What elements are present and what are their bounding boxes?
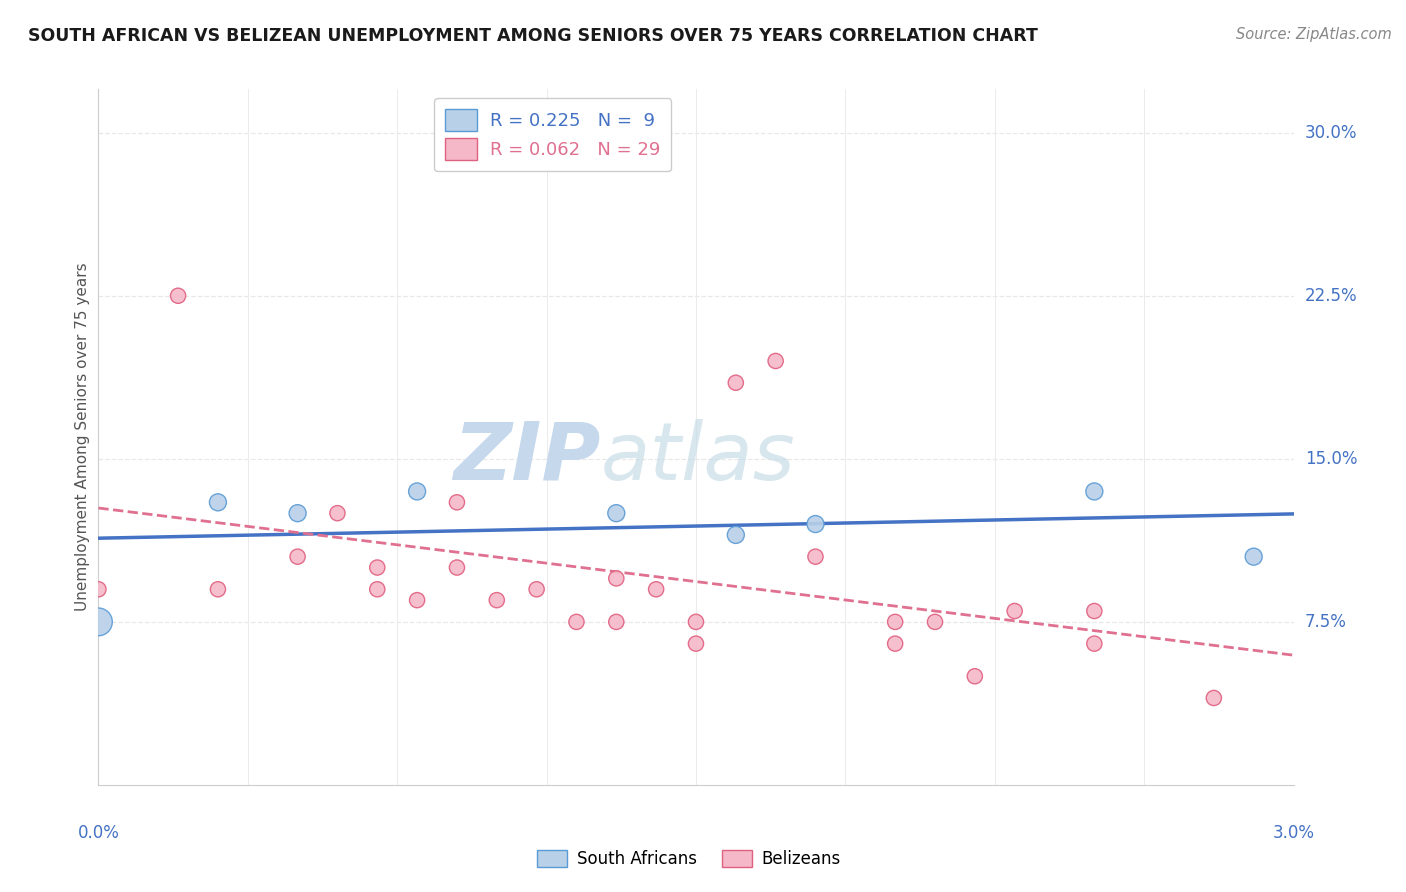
Point: [605, 615, 627, 629]
Point: [1243, 549, 1265, 564]
Point: [87, 615, 110, 629]
Point: [685, 615, 707, 629]
Legend: R = 0.225   N =  9, R = 0.062   N = 29: R = 0.225 N = 9, R = 0.062 N = 29: [434, 98, 671, 171]
Point: [765, 354, 787, 368]
Point: [605, 571, 627, 585]
Text: ZIP: ZIP: [453, 419, 600, 497]
Point: [804, 549, 827, 564]
Legend: South Africans, Belizeans: South Africans, Belizeans: [530, 843, 848, 875]
Text: 7.5%: 7.5%: [1305, 613, 1347, 631]
Point: [1202, 690, 1225, 705]
Text: 22.5%: 22.5%: [1305, 286, 1357, 305]
Point: [526, 582, 548, 597]
Point: [366, 582, 388, 597]
Point: [287, 549, 309, 564]
Point: [565, 615, 588, 629]
Point: [287, 506, 309, 520]
Y-axis label: Unemployment Among Seniors over 75 years: Unemployment Among Seniors over 75 years: [75, 263, 90, 611]
Point: [366, 560, 388, 574]
Point: [1004, 604, 1026, 618]
Text: 3.0%: 3.0%: [1272, 824, 1315, 842]
Point: [685, 637, 707, 651]
Text: atlas: atlas: [600, 419, 796, 497]
Point: [1083, 637, 1105, 651]
Point: [207, 495, 229, 509]
Point: [326, 506, 349, 520]
Text: 15.0%: 15.0%: [1305, 450, 1357, 467]
Point: [406, 484, 429, 499]
Point: [485, 593, 508, 607]
Point: [406, 593, 429, 607]
Point: [724, 376, 747, 390]
Text: 30.0%: 30.0%: [1305, 124, 1357, 142]
Point: [924, 615, 946, 629]
Point: [724, 528, 747, 542]
Text: SOUTH AFRICAN VS BELIZEAN UNEMPLOYMENT AMONG SENIORS OVER 75 YEARS CORRELATION C: SOUTH AFRICAN VS BELIZEAN UNEMPLOYMENT A…: [28, 27, 1038, 45]
Point: [1083, 604, 1105, 618]
Point: [804, 516, 827, 531]
Point: [446, 495, 468, 509]
Point: [87, 582, 110, 597]
Point: [167, 289, 190, 303]
Point: [207, 582, 229, 597]
Point: [645, 582, 668, 597]
Point: [605, 506, 627, 520]
Text: 0.0%: 0.0%: [77, 824, 120, 842]
Point: [963, 669, 986, 683]
Point: [446, 560, 468, 574]
Text: Source: ZipAtlas.com: Source: ZipAtlas.com: [1236, 27, 1392, 42]
Point: [884, 615, 907, 629]
Point: [884, 637, 907, 651]
Point: [1083, 484, 1105, 499]
